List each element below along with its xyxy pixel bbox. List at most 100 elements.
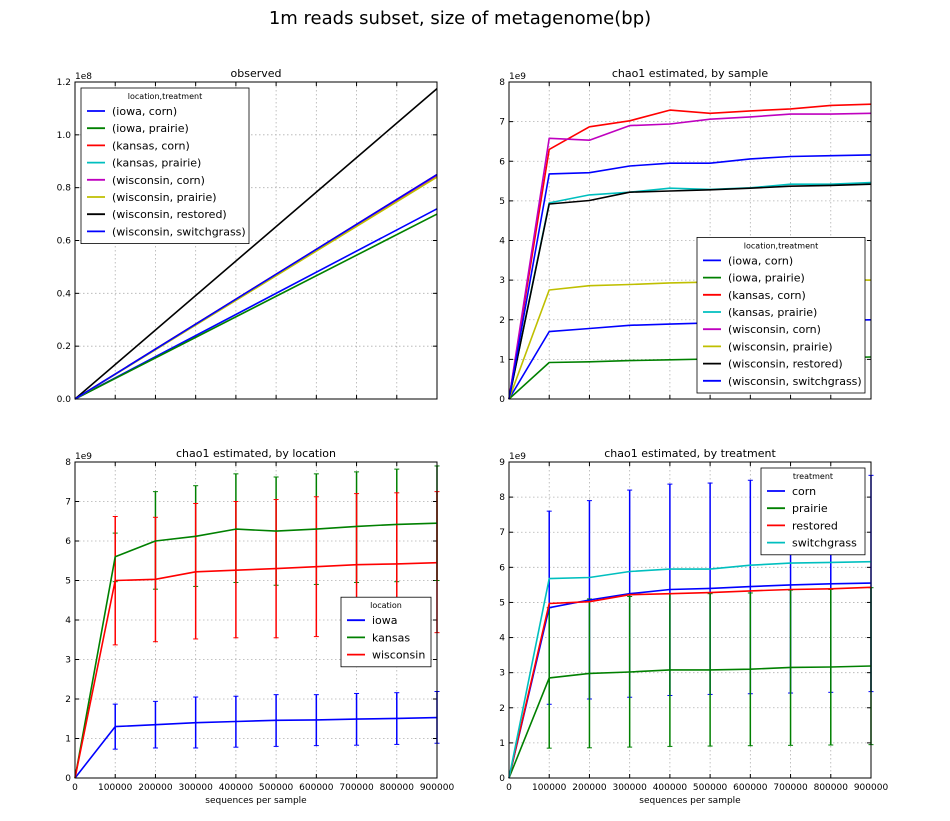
x-tick-label: 500000 bbox=[693, 783, 728, 793]
y-tick-label: 4 bbox=[65, 616, 71, 626]
legend: location,treatment (iowa, corn) (iowa, pra… bbox=[696, 236, 866, 394]
y-tick-label: 6 bbox=[499, 563, 505, 573]
y-tick-label: 2 bbox=[499, 704, 505, 714]
legend-box bbox=[760, 467, 866, 556]
legend-label: (wisconsin, corn) bbox=[112, 174, 205, 187]
x-tick-label: 100000 bbox=[98, 783, 133, 793]
legend-label: prairie bbox=[792, 502, 828, 515]
y-tick-label: 9 bbox=[499, 458, 505, 468]
legend-label: (wisconsin, restored) bbox=[112, 208, 227, 221]
y-tick-label: 3 bbox=[499, 669, 505, 679]
x-tick-label: 700000 bbox=[339, 783, 374, 793]
y-tick-label: 8 bbox=[65, 458, 71, 468]
series-line--kansas-prairie- bbox=[508, 181, 872, 400]
legend-box bbox=[80, 87, 250, 245]
y-tick-label: 0.6 bbox=[57, 237, 72, 247]
series-line--kansas-corn- bbox=[508, 103, 872, 400]
legend-label: (wisconsin, switchgrass) bbox=[112, 225, 246, 238]
x-tick-label: 800000 bbox=[380, 783, 415, 793]
series-line-corn bbox=[508, 582, 872, 779]
legend-label: (kansas, prairie) bbox=[728, 306, 817, 319]
axis-multiplier: 1e9 bbox=[509, 72, 526, 82]
legend-label: (wisconsin, restored) bbox=[728, 358, 843, 371]
x-tick-label: 700000 bbox=[773, 783, 808, 793]
legend-label: (iowa, prairie) bbox=[112, 122, 189, 135]
legend-label: switchgrass bbox=[792, 537, 857, 550]
y-tick-label: 0.4 bbox=[57, 289, 72, 299]
y-tick-label: 1.0 bbox=[57, 131, 72, 141]
series-line--wisconsin-switchgrass- bbox=[508, 154, 872, 400]
plot-frame bbox=[508, 81, 872, 400]
x-axis-label: sequences per sample bbox=[639, 796, 741, 806]
chart-by-sample: 0 1 2 3 4 5 6 7 8 chao1 estimated, by sample 1e9 lo… bbox=[499, 67, 872, 405]
legend-title: location bbox=[370, 601, 402, 610]
x-tick-label: 500000 bbox=[259, 783, 294, 793]
series-line--wisconsin-restored- bbox=[74, 87, 438, 400]
chart-by-treatment: 0 100000 200000 300000 400000 500000 600000 700… bbox=[499, 447, 888, 806]
y-tick-label: 6 bbox=[499, 157, 505, 167]
y-tick-label: 0 bbox=[65, 774, 71, 784]
plot-frame bbox=[74, 81, 438, 400]
y-tick-label: 2 bbox=[499, 316, 505, 326]
x-tick-label: 300000 bbox=[612, 783, 647, 793]
y-tick-label: 7 bbox=[499, 118, 505, 128]
axis-multiplier: 1e9 bbox=[75, 452, 92, 462]
legend-label: kansas bbox=[372, 631, 410, 644]
legend-label: (wisconsin, prairie) bbox=[728, 340, 833, 353]
legend-label: (kansas, corn) bbox=[112, 139, 190, 152]
y-tick-label: 6 bbox=[65, 537, 71, 547]
y-tick-label: 3 bbox=[499, 276, 505, 286]
y-tick-label: 1 bbox=[499, 739, 505, 749]
legend-label: iowa bbox=[372, 614, 398, 627]
x-tick-label: 100000 bbox=[532, 783, 567, 793]
legend-label: (wisconsin, prairie) bbox=[112, 191, 217, 204]
x-tick-label: 600000 bbox=[299, 783, 334, 793]
x-tick-label: 300000 bbox=[178, 783, 213, 793]
legend-label: (iowa, prairie) bbox=[728, 272, 805, 285]
x-tick-label: 400000 bbox=[219, 783, 254, 793]
series-line-switchgrass bbox=[508, 560, 872, 779]
y-tick-label: 8 bbox=[499, 493, 505, 503]
legend-label: (kansas, prairie) bbox=[112, 157, 201, 170]
legend: treatment corn prairie restored switchgrass bbox=[760, 467, 866, 556]
legend: location iowa kansas wisconsin bbox=[340, 596, 432, 668]
legend-label: corn bbox=[792, 485, 816, 498]
x-tick-label: 800000 bbox=[814, 783, 849, 793]
y-tick-label: 5 bbox=[65, 577, 71, 587]
series-line--iowa-prairie- bbox=[74, 213, 438, 400]
legend: location,treatment (iowa, corn) (iowa, pra… bbox=[80, 87, 250, 245]
x-tick-label: 200000 bbox=[572, 783, 607, 793]
series-line--wisconsin-corn- bbox=[508, 112, 872, 400]
legend-label: restored bbox=[792, 519, 838, 532]
chart-title: chao1 estimated, by sample bbox=[612, 67, 769, 80]
legend-title: treatment bbox=[793, 472, 833, 481]
y-tick-label: 7 bbox=[65, 498, 71, 508]
y-tick-label: 2 bbox=[65, 695, 71, 705]
axis-multiplier: 1e8 bbox=[75, 72, 92, 82]
y-tick-label: 7 bbox=[499, 528, 505, 538]
y-tick-label: 1.2 bbox=[57, 78, 71, 88]
y-tick-label: 0 bbox=[499, 774, 505, 784]
y-tick-label: 0 bbox=[499, 395, 505, 405]
legend-title: location,treatment bbox=[128, 92, 202, 101]
axis-multiplier: 1e9 bbox=[509, 452, 526, 462]
x-tick-label: 0 bbox=[72, 783, 78, 793]
x-tick-label: 900000 bbox=[854, 783, 889, 793]
y-tick-label: 4 bbox=[499, 634, 505, 644]
legend-box bbox=[696, 236, 866, 394]
plot-frame bbox=[508, 461, 872, 779]
y-tick-label: 0.0 bbox=[57, 395, 72, 405]
chart-title: chao1 estimated, by location bbox=[176, 447, 336, 460]
series-line-iowa bbox=[74, 716, 438, 779]
x-tick-label: 0 bbox=[506, 783, 512, 793]
legend-title: location,treatment bbox=[744, 241, 818, 250]
plot-frame bbox=[74, 461, 438, 779]
legend-label: (iowa, corn) bbox=[112, 105, 177, 118]
series-line-prairie bbox=[508, 665, 872, 779]
legend-label: (wisconsin, corn) bbox=[728, 323, 821, 336]
y-tick-label: 8 bbox=[499, 78, 505, 88]
legend-label: (wisconsin, switchgrass) bbox=[728, 375, 862, 388]
legend-label: (kansas, corn) bbox=[728, 289, 806, 302]
x-tick-label: 400000 bbox=[653, 783, 688, 793]
